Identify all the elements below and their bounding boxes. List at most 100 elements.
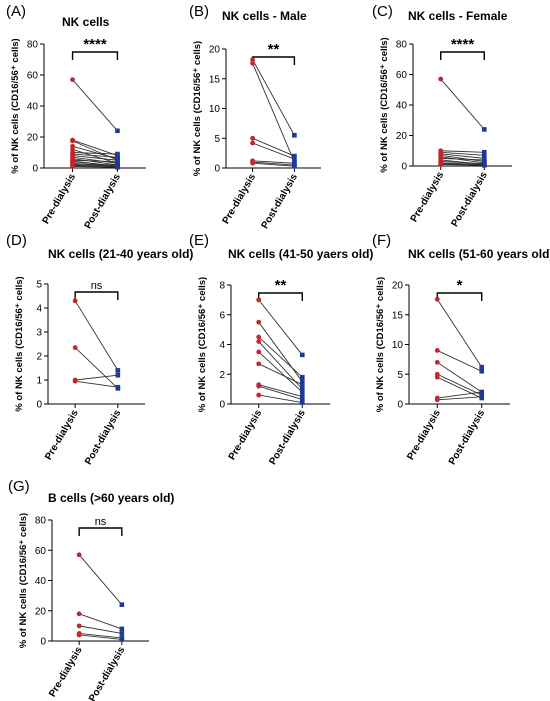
pre-dialysis-point — [72, 298, 78, 304]
pair-line — [79, 634, 122, 640]
y-tick-label: 20 — [209, 45, 221, 56]
post-dialysis-point — [299, 397, 305, 402]
pre-dialysis-point — [256, 392, 262, 398]
pre-dialysis-point — [250, 140, 256, 146]
panel-label: (B) — [189, 3, 209, 20]
pair-line — [72, 163, 118, 166]
post-dialysis-point — [115, 128, 120, 134]
significance-label: **** — [83, 36, 107, 53]
chart-title: NK cells (51-60 years old) — [408, 247, 550, 261]
panel-label: (G) — [8, 478, 30, 495]
post-dialysis-point — [481, 162, 487, 168]
chart-panel: (G) B cells (>60 years old) 0 20 40 60 80 % of … — [8, 478, 174, 701]
significance-label: ns — [95, 516, 107, 528]
y-tick-label: 5 — [36, 280, 42, 291]
x-tick-label: Post-dialysis — [447, 408, 488, 467]
pre-dialysis-point — [434, 374, 440, 380]
pair-line — [440, 151, 485, 156]
significance-bracket — [436, 292, 483, 301]
pair-line — [437, 361, 482, 393]
pre-dialysis-point — [70, 164, 75, 169]
pair-line — [252, 162, 295, 167]
pre-dialysis-point — [72, 345, 78, 350]
post-dialysis-point — [299, 379, 305, 384]
x-tick-label: Pre-dialysis — [221, 172, 259, 227]
post-dialysis-point — [481, 149, 487, 155]
pair-line — [436, 299, 483, 368]
pair-line — [79, 613, 122, 630]
pair-line — [72, 148, 118, 164]
post-dialysis-point — [119, 626, 125, 632]
x-tick-label: Post-dialysis — [83, 408, 124, 467]
pair-line — [440, 78, 485, 130]
pre-dialysis-point — [76, 623, 82, 629]
y-tick-label: 10 — [209, 104, 221, 115]
chart-title: NK cells - Male — [222, 9, 307, 23]
chart-panel: (A) NK cells 0 20 40 60 80 % of NK cells (CD16/… — [6, 3, 146, 231]
pair-line — [252, 63, 295, 163]
significance-bracket — [71, 51, 119, 60]
pre-dialysis-point — [438, 76, 444, 82]
pair-line — [252, 142, 295, 160]
y-tick-label: 2 — [36, 352, 42, 363]
x-tick-label: Pre-dialysis — [409, 170, 447, 225]
post-dialysis-point — [481, 153, 487, 158]
x-tick-label: Post-dialysis — [83, 172, 124, 231]
post-dialysis-point — [481, 157, 487, 163]
chart-title: NK cells (21-40 years old) — [48, 247, 193, 261]
pair-line — [437, 396, 482, 401]
panel-label: (F) — [372, 232, 391, 249]
pre-dialysis-point — [250, 135, 256, 141]
pair-line — [437, 373, 482, 396]
y-tick-label: 0 — [401, 162, 407, 173]
y-tick-label: 80 — [35, 516, 47, 527]
post-dialysis-point — [292, 153, 297, 159]
significance-bracket — [78, 527, 123, 536]
y-tick-label: 60 — [396, 70, 408, 81]
pair-line — [258, 299, 303, 356]
y-tick-label: 20 — [35, 606, 47, 617]
significance-label: ns — [91, 280, 103, 292]
chart-panel: (F) NK cells (51-60 years old) 0 5 10 15 20 % o… — [372, 232, 550, 467]
y-tick-label: 20 — [392, 281, 404, 292]
y-tick-label: 80 — [27, 40, 39, 51]
pair-line — [79, 632, 122, 639]
pair-line — [72, 164, 118, 167]
post-dialysis-point — [115, 368, 121, 373]
pair-line — [75, 380, 118, 388]
pair-line — [440, 156, 485, 164]
post-dialysis-point — [479, 364, 485, 370]
panel-label: (D) — [6, 232, 27, 249]
pair-line — [74, 347, 119, 389]
pair-line — [72, 166, 118, 168]
pre-dialysis-point — [256, 339, 262, 344]
y-tick-label: 1 — [36, 376, 42, 387]
pair-line — [437, 391, 482, 399]
pair-line — [440, 150, 485, 153]
post-dialysis-point — [115, 159, 120, 165]
pre-dialysis-point — [70, 77, 75, 83]
x-tick-label: Pre-dialysis — [41, 172, 79, 227]
post-dialysis-point — [479, 368, 485, 374]
x-tick-label: Pre-dialysis — [47, 645, 85, 700]
pair-line — [252, 161, 295, 166]
pre-dialysis-point — [76, 552, 82, 558]
y-tick-label: 40 — [35, 576, 47, 587]
significance-bracket — [251, 56, 296, 65]
pair-line — [258, 321, 303, 382]
post-dialysis-point — [292, 132, 297, 138]
pair-line — [72, 158, 118, 166]
pre-dialysis-point — [434, 359, 440, 365]
pre-dialysis-point — [434, 296, 440, 302]
y-axis-label: % of NK cells (CD16/56⁺ cells) — [197, 277, 208, 412]
pair-line — [258, 336, 303, 378]
chart-panel: (D) NK cells (21-40 years old) 0 1 2 3 4 5 % of … — [6, 232, 193, 467]
pair-line — [72, 159, 118, 163]
post-dialysis-point — [479, 389, 485, 395]
pair-line — [252, 59, 295, 136]
y-tick-label: 10 — [392, 340, 404, 351]
pre-dialysis-point — [250, 57, 256, 63]
pre-dialysis-point — [256, 334, 262, 340]
y-tick-label: 15 — [392, 310, 404, 321]
y-tick-label: 0 — [397, 400, 403, 411]
